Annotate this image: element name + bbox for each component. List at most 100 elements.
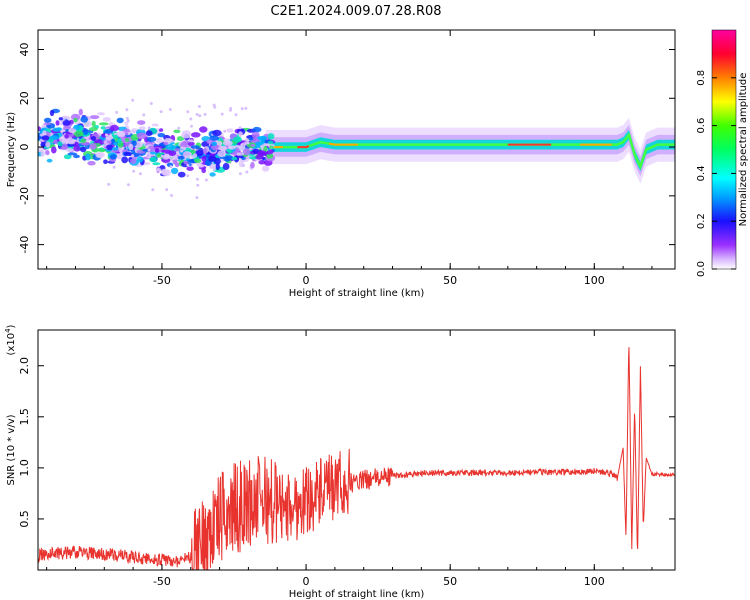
- spectral-blob: [227, 148, 233, 154]
- spectral-blob: [67, 141, 75, 145]
- spectral-speck: [149, 102, 153, 105]
- spectral-blob: [98, 122, 109, 126]
- spectral-blob: [138, 126, 146, 131]
- plot-frame: [37, 29, 676, 270]
- spectral-blob: [63, 154, 72, 160]
- spectral-blob: [41, 135, 50, 141]
- y-tick-label-4: 40: [18, 43, 31, 57]
- spectral-blob: [215, 163, 220, 171]
- colorbar-tick-label-0: 0.0: [696, 261, 707, 277]
- spectral-blob: [267, 133, 275, 140]
- spectral-speck: [195, 177, 199, 181]
- spectral-blob: [67, 152, 78, 156]
- spectral-blob: [102, 117, 111, 122]
- spectral-blob: [43, 117, 52, 123]
- spectral-blob: [191, 132, 201, 138]
- spectral-blob: [187, 141, 195, 146]
- spectral-blob: [109, 124, 120, 132]
- spectral-blob: [103, 140, 108, 145]
- spectral-blob: [89, 115, 100, 120]
- spectral-speck: [127, 131, 131, 135]
- spectral-blob: [137, 120, 146, 125]
- spectral-blob: [248, 136, 254, 141]
- snr-series-line: [38, 347, 675, 570]
- spectral-blob: [111, 134, 119, 139]
- spectrogram-panel: -50 0 50 100 -40 -20 0 20 40 Height of straight l…: [6, 29, 676, 299]
- spectral-blob: [80, 146, 87, 153]
- x-tick-label-2: 50: [443, 274, 457, 287]
- spectral-speck: [159, 110, 163, 114]
- spectral-blob: [78, 108, 84, 116]
- spectral-speck: [105, 133, 108, 137]
- spectral-blob: [172, 158, 178, 165]
- spectral-blob: [110, 154, 117, 160]
- spectral-speck: [142, 113, 146, 117]
- spectral-blob: [89, 127, 98, 132]
- spectral-speck: [168, 108, 172, 111]
- spectral-speck: [131, 154, 135, 158]
- spectral-blob: [232, 136, 242, 143]
- spectral-blob: [157, 133, 166, 138]
- spectral-speck: [151, 188, 155, 192]
- spectral-blob: [224, 155, 230, 161]
- x-tick-label-1: 0: [303, 575, 310, 588]
- ridge-hot-1: [297, 145, 310, 149]
- spectral-speck: [190, 124, 193, 128]
- spectral-blob: [103, 159, 108, 164]
- spectral-speck: [131, 98, 135, 102]
- spectral-speck: [220, 112, 224, 116]
- spectral-blob: [251, 131, 260, 139]
- spectral-blob: [111, 147, 119, 151]
- spectral-blob: [183, 160, 188, 165]
- spectral-blob: [124, 121, 129, 126]
- spectral-blob: [174, 148, 181, 152]
- spectral-speck: [174, 155, 178, 159]
- spectral-speck: [223, 129, 227, 133]
- spectral-blob: [177, 156, 185, 160]
- colorbar-tick-label-4: 0.8: [696, 70, 707, 86]
- colorbar-tick-label-3: 0.6: [696, 118, 707, 134]
- spectral-speck: [196, 183, 200, 187]
- spectral-speck: [245, 170, 249, 174]
- snr-panel: -50 0 50 100 0.5 1.0 1.5 2.0 Height of straight …: [4, 324, 676, 600]
- spectral-blob: [217, 141, 223, 146]
- spectral-blob: [72, 125, 81, 130]
- spectral-blob: [235, 147, 240, 153]
- spectral-blob: [249, 156, 258, 160]
- spectral-blob: [124, 138, 130, 143]
- spectral-blob: [68, 128, 77, 134]
- spectral-blob: [186, 166, 194, 171]
- spectral-blob: [199, 126, 208, 133]
- spectral-blob: [89, 143, 97, 150]
- spectral-blob: [250, 161, 255, 169]
- y-tick-label-2: 0: [18, 144, 31, 151]
- spectral-blob: [170, 167, 179, 175]
- spectral-blob: [258, 160, 266, 165]
- spectral-speck: [212, 103, 216, 107]
- spectral-speck: [240, 107, 244, 111]
- spectral-blob: [194, 158, 202, 163]
- spectral-blob: [38, 126, 41, 132]
- spectral-speck: [186, 110, 190, 114]
- spectral-blob: [173, 129, 181, 134]
- ridge-hot-2: [328, 142, 358, 146]
- spectral-blob: [82, 128, 89, 135]
- spectral-blob: [62, 120, 71, 126]
- spectral-speck: [186, 163, 190, 167]
- spectral-speck: [125, 108, 129, 112]
- spectral-blob: [136, 132, 147, 140]
- spectral-blob: [129, 158, 137, 164]
- spectral-blob: [65, 148, 74, 152]
- spectral-band-1: [265, 125, 675, 177]
- spectral-band-2: [265, 130, 675, 172]
- spectral-speck: [198, 114, 202, 118]
- x-tick-label-2: 50: [443, 575, 457, 588]
- spectral-speck: [107, 182, 111, 186]
- spectral-blob: [152, 162, 161, 166]
- spectral-speck: [195, 113, 199, 116]
- spectral-blob: [164, 138, 173, 143]
- spectral-speck: [147, 126, 151, 130]
- spectral-speck: [165, 188, 169, 192]
- spectral-blob: [91, 120, 96, 128]
